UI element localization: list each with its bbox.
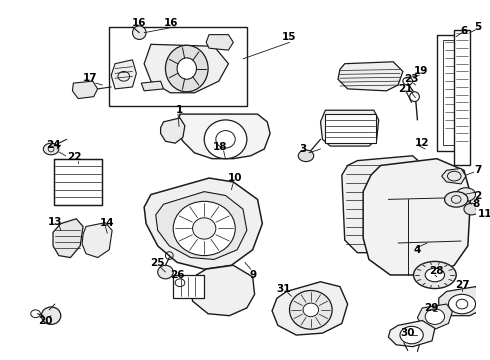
- Text: 17: 17: [82, 73, 97, 83]
- Polygon shape: [320, 110, 379, 146]
- Text: 25: 25: [150, 258, 165, 268]
- Polygon shape: [441, 168, 466, 184]
- Text: 4: 4: [414, 245, 421, 255]
- Polygon shape: [363, 159, 471, 275]
- Text: 10: 10: [228, 173, 243, 183]
- Polygon shape: [342, 156, 429, 253]
- Ellipse shape: [193, 218, 216, 239]
- Ellipse shape: [41, 307, 61, 324]
- Text: 21: 21: [398, 84, 413, 94]
- Text: 5: 5: [474, 22, 481, 32]
- Polygon shape: [161, 118, 185, 143]
- Text: 3: 3: [299, 144, 307, 154]
- Ellipse shape: [414, 261, 456, 289]
- Polygon shape: [144, 178, 262, 269]
- Text: 23: 23: [404, 74, 419, 84]
- Text: 26: 26: [170, 270, 184, 280]
- Text: 15: 15: [282, 32, 297, 41]
- Ellipse shape: [444, 192, 468, 207]
- Ellipse shape: [425, 309, 444, 324]
- Text: 8: 8: [472, 199, 479, 209]
- Text: 13: 13: [48, 217, 62, 227]
- Polygon shape: [73, 81, 98, 99]
- Ellipse shape: [448, 294, 476, 314]
- Polygon shape: [82, 222, 112, 257]
- Text: 12: 12: [415, 138, 430, 148]
- Polygon shape: [417, 304, 452, 329]
- Ellipse shape: [204, 120, 247, 159]
- Text: 7: 7: [474, 165, 481, 175]
- Ellipse shape: [43, 143, 59, 155]
- Ellipse shape: [464, 203, 479, 215]
- Bar: [437, 35, 466, 151]
- Polygon shape: [389, 320, 435, 347]
- Polygon shape: [272, 282, 347, 335]
- Polygon shape: [338, 62, 403, 91]
- Text: 2: 2: [474, 190, 481, 201]
- Ellipse shape: [173, 201, 235, 256]
- Bar: [54, 159, 102, 205]
- Ellipse shape: [425, 268, 444, 282]
- Text: 1: 1: [175, 105, 183, 115]
- Ellipse shape: [303, 303, 318, 317]
- Text: 24: 24: [46, 140, 60, 150]
- Polygon shape: [191, 265, 255, 316]
- Text: 16: 16: [132, 18, 147, 28]
- Polygon shape: [141, 81, 164, 91]
- Bar: [442, 40, 460, 145]
- Ellipse shape: [400, 327, 423, 344]
- Text: 22: 22: [67, 152, 82, 162]
- Text: 18: 18: [213, 142, 227, 152]
- Bar: [173, 275, 204, 298]
- Polygon shape: [439, 287, 483, 316]
- Ellipse shape: [166, 45, 208, 92]
- Polygon shape: [53, 219, 83, 257]
- Polygon shape: [156, 192, 247, 260]
- Bar: [109, 27, 247, 106]
- Ellipse shape: [290, 291, 332, 329]
- Polygon shape: [144, 44, 228, 93]
- Ellipse shape: [298, 150, 314, 162]
- Ellipse shape: [456, 188, 476, 201]
- Text: 9: 9: [249, 270, 256, 280]
- Ellipse shape: [132, 26, 146, 40]
- Text: 28: 28: [430, 266, 444, 276]
- Text: 31: 31: [276, 284, 291, 293]
- Polygon shape: [177, 114, 270, 159]
- Text: 20: 20: [38, 316, 52, 327]
- Ellipse shape: [410, 92, 419, 102]
- Text: 19: 19: [414, 67, 428, 76]
- Bar: [54, 159, 102, 205]
- Text: 16: 16: [164, 18, 178, 28]
- Polygon shape: [206, 35, 233, 50]
- Ellipse shape: [216, 131, 235, 148]
- Ellipse shape: [158, 265, 173, 279]
- Bar: [325, 114, 376, 143]
- Text: 27: 27: [455, 280, 469, 290]
- Text: 29: 29: [424, 303, 438, 313]
- Text: 6: 6: [460, 26, 467, 36]
- Bar: [454, 30, 470, 166]
- Text: 14: 14: [100, 218, 115, 228]
- Text: 30: 30: [400, 328, 415, 338]
- Text: 11: 11: [478, 209, 490, 219]
- Ellipse shape: [177, 58, 196, 79]
- Polygon shape: [111, 60, 136, 89]
